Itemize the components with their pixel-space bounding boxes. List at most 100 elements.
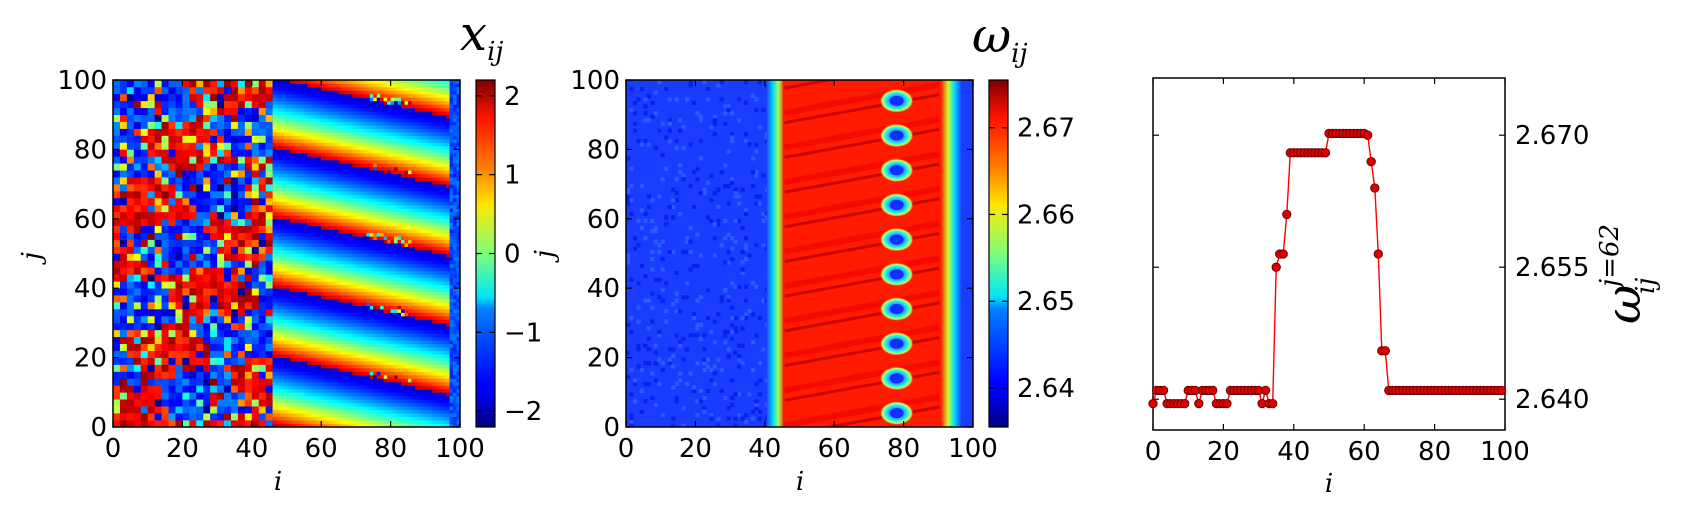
x-cell bbox=[272, 291, 277, 296]
x-cell bbox=[189, 128, 197, 136]
x-cell bbox=[401, 277, 405, 282]
x-cell bbox=[310, 381, 315, 386]
x-cell bbox=[442, 378, 447, 383]
x-cell bbox=[331, 184, 336, 188]
x-cell bbox=[449, 253, 454, 258]
x-cell bbox=[352, 215, 357, 220]
x-cell bbox=[373, 229, 378, 234]
x-cell bbox=[418, 361, 423, 365]
x-cell bbox=[251, 253, 260, 261]
x-cell bbox=[394, 222, 398, 227]
x-cell bbox=[217, 302, 225, 310]
x-cell bbox=[428, 409, 433, 414]
x-cell bbox=[453, 187, 457, 192]
x-cell bbox=[449, 399, 454, 404]
x-cell bbox=[175, 378, 183, 386]
x-cell bbox=[383, 236, 388, 241]
x-cell bbox=[324, 388, 329, 393]
x-cell bbox=[303, 184, 308, 188]
x-cell bbox=[414, 184, 419, 188]
x-cell bbox=[307, 340, 312, 345]
x-cell bbox=[418, 211, 423, 216]
x-cell bbox=[324, 291, 329, 296]
x-cell bbox=[414, 381, 419, 386]
x-cell bbox=[317, 319, 322, 324]
x-cell bbox=[418, 340, 423, 345]
x-cell bbox=[119, 211, 128, 220]
x-cell bbox=[414, 309, 419, 313]
x-cell bbox=[355, 277, 360, 282]
x-cell bbox=[418, 194, 423, 199]
x-cell bbox=[442, 347, 447, 352]
x-cell bbox=[217, 406, 225, 414]
x-cell bbox=[296, 357, 301, 362]
x-cell bbox=[362, 343, 367, 348]
x-cell bbox=[380, 267, 385, 272]
x-cell bbox=[296, 180, 301, 185]
x-cell bbox=[355, 225, 360, 230]
x-cell bbox=[362, 256, 367, 261]
x-cell bbox=[310, 336, 315, 341]
x-cell bbox=[283, 295, 287, 300]
x-cell bbox=[359, 201, 364, 206]
x-cell bbox=[425, 263, 430, 268]
x-cell bbox=[390, 291, 395, 296]
x-cell bbox=[435, 326, 440, 331]
x-cell bbox=[407, 243, 412, 247]
x-cell bbox=[126, 184, 135, 192]
x-cell bbox=[283, 239, 287, 244]
x-cell bbox=[376, 274, 381, 279]
x-cell bbox=[352, 322, 357, 327]
x-cell bbox=[359, 291, 364, 296]
x-cell bbox=[272, 392, 277, 397]
x-cell bbox=[307, 329, 312, 334]
x-cell bbox=[418, 350, 423, 355]
x-cell bbox=[425, 343, 430, 348]
x-cell bbox=[446, 295, 450, 300]
x-cell bbox=[310, 274, 315, 279]
x-cell bbox=[147, 302, 155, 310]
x-cell bbox=[362, 319, 367, 324]
x-cell bbox=[161, 239, 169, 247]
x-cell bbox=[303, 211, 308, 216]
x-cell bbox=[189, 197, 197, 206]
x-cell bbox=[442, 194, 447, 199]
x-cell bbox=[175, 322, 183, 331]
x-cell bbox=[314, 277, 319, 282]
x-cell bbox=[251, 336, 260, 345]
x-cell bbox=[369, 260, 374, 265]
x-cell bbox=[352, 409, 357, 414]
x-cell bbox=[335, 187, 339, 192]
x-cell bbox=[366, 263, 371, 268]
x-cell bbox=[224, 385, 232, 393]
x-cell bbox=[328, 295, 333, 300]
x-cell bbox=[338, 423, 343, 427]
x-cell bbox=[362, 354, 367, 358]
x-cell bbox=[373, 326, 378, 331]
x-cell bbox=[418, 229, 423, 234]
x-cell bbox=[390, 319, 395, 324]
x-cell bbox=[314, 385, 319, 390]
x-cell bbox=[373, 354, 378, 358]
x-cell bbox=[140, 204, 148, 213]
x-cell bbox=[279, 371, 284, 376]
x-cell bbox=[293, 340, 298, 345]
x-cell bbox=[428, 392, 433, 397]
x-cell bbox=[331, 208, 336, 213]
x-cell bbox=[168, 93, 176, 102]
x-cell bbox=[369, 288, 374, 293]
x-cell bbox=[335, 243, 339, 247]
x-cell bbox=[369, 385, 374, 390]
x-cell bbox=[303, 222, 308, 227]
x-cell bbox=[348, 347, 353, 352]
x-cell bbox=[380, 378, 385, 383]
x-cell bbox=[404, 340, 409, 345]
x-cell bbox=[387, 194, 391, 199]
x-cell bbox=[154, 204, 162, 213]
x-cell bbox=[251, 246, 260, 254]
x-cell bbox=[439, 291, 444, 296]
x-cell bbox=[161, 156, 169, 164]
x-cell bbox=[394, 336, 398, 341]
x-cell bbox=[376, 395, 381, 400]
x-cell bbox=[119, 281, 128, 289]
